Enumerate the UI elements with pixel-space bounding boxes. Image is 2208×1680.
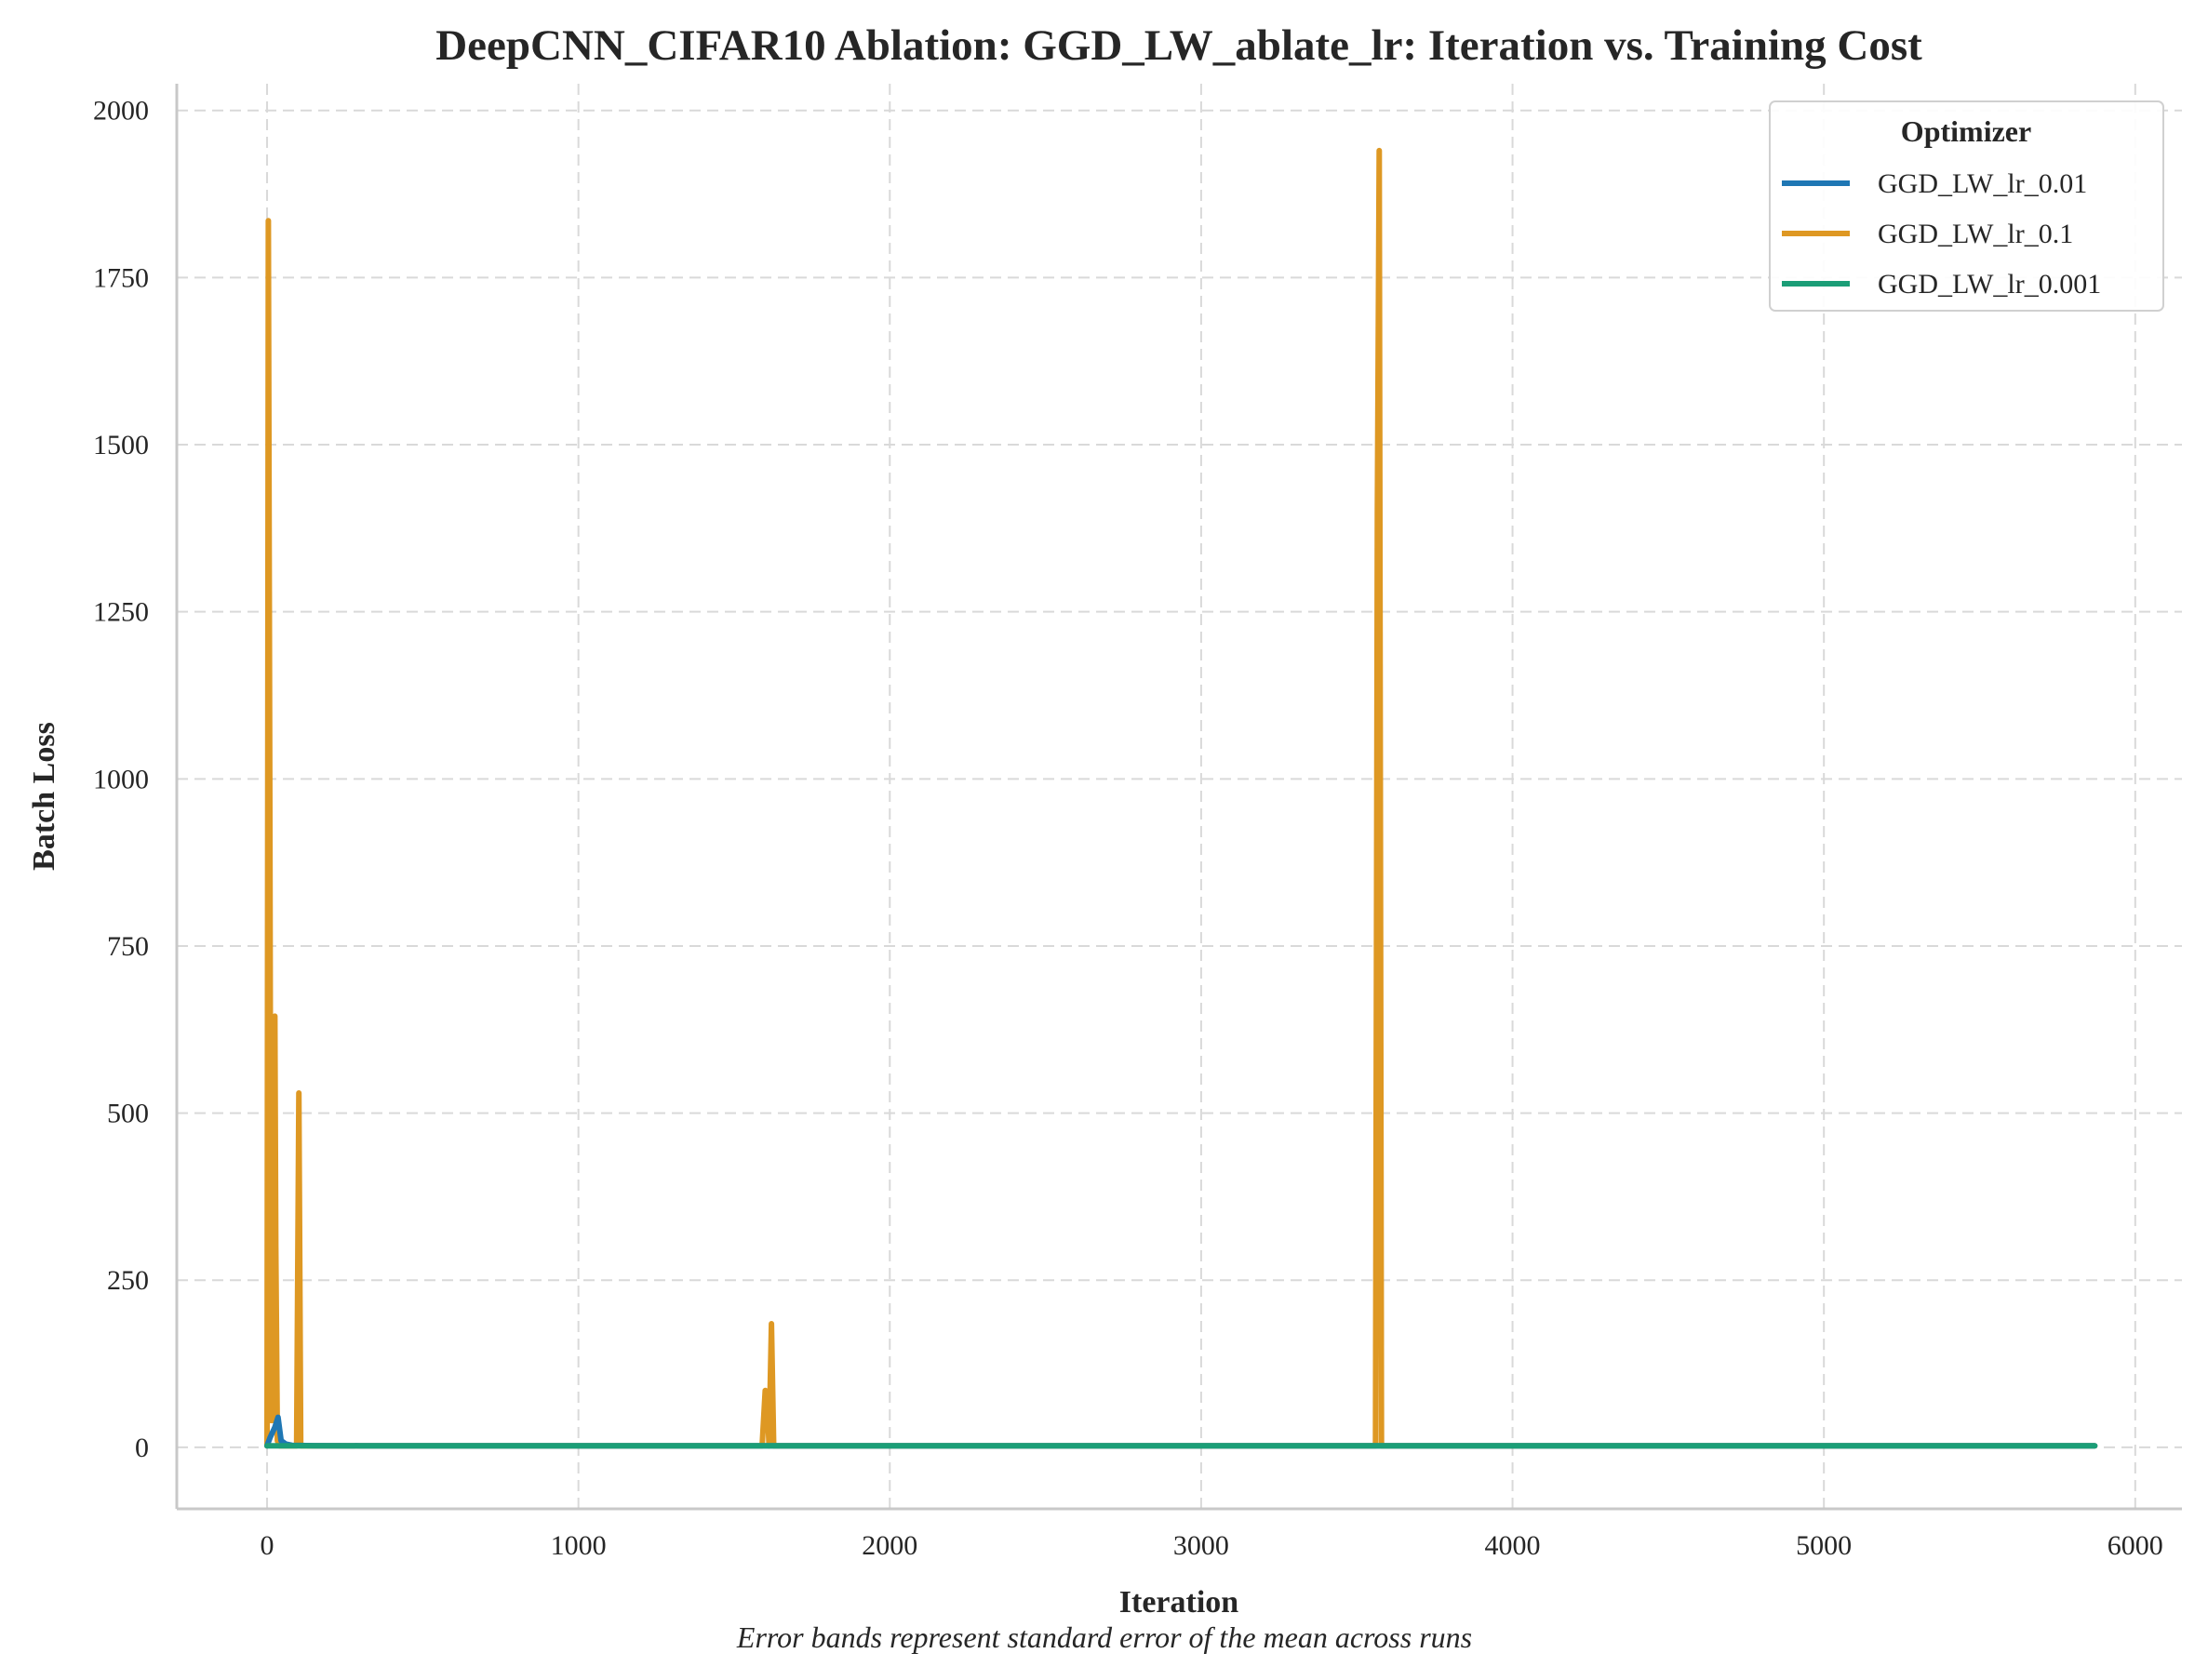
caption: Error bands represent standard error of … xyxy=(736,1620,1472,1654)
x-tick-label: 0 xyxy=(261,1530,274,1561)
y-axis-label: Batch Loss xyxy=(27,722,61,871)
x-tick-label: 2000 xyxy=(862,1530,917,1561)
legend: Optimizer GGD_LW_lr_0.01GGD_LW_lr_0.1GGD… xyxy=(1769,100,2164,312)
x-tick-label: 6000 xyxy=(2108,1530,2163,1561)
x-tick-label: 1000 xyxy=(551,1530,607,1561)
legend-entries: GGD_LW_lr_0.01 GGD_LW_lr_0.1 GGD_LW_lr_0.0… xyxy=(1782,168,2101,300)
x-tick-label: 5000 xyxy=(1796,1530,1852,1561)
y-tick-label: 1250 xyxy=(93,597,149,628)
axes xyxy=(175,84,2182,1511)
x-tick-label: 3000 xyxy=(1173,1530,1229,1561)
legend-box xyxy=(1769,100,2164,312)
series-lines xyxy=(264,147,2098,1449)
x-axis-label: Iteration xyxy=(1119,1585,1239,1620)
tick-labels: 0 1000 2000 3000 4000 5000 6000 0 250 500 750 1000 1… xyxy=(93,96,2163,1561)
series-line-GGD_LW_lr_0.01 xyxy=(264,1414,2098,1449)
chart-title: DeepCNN_CIFAR10 Ablation: GGD_LW_ablate_… xyxy=(435,21,1922,70)
series-line-GGD_LW_lr_0.1 xyxy=(264,147,2098,1449)
y-tick-label: 750 xyxy=(107,931,149,962)
y-tick-label: 1750 xyxy=(93,262,149,293)
legend-title: Optimizer xyxy=(1901,114,2031,148)
y-tick-label: 0 xyxy=(135,1433,149,1463)
legend-label: GGD_LW_lr_0.01 xyxy=(1878,168,2087,199)
y-tick-label: 250 xyxy=(107,1265,149,1296)
y-tick-label: 500 xyxy=(107,1099,149,1129)
y-tick-label: 1500 xyxy=(93,430,149,460)
y-tick-label: 1000 xyxy=(93,764,149,794)
legend-label: GGD_LW_lr_0.1 xyxy=(1878,219,2073,249)
x-tick-label: 4000 xyxy=(1485,1530,1541,1561)
y-tick-label: 2000 xyxy=(93,96,149,127)
legend-label: GGD_LW_lr_0.001 xyxy=(1878,269,2101,300)
